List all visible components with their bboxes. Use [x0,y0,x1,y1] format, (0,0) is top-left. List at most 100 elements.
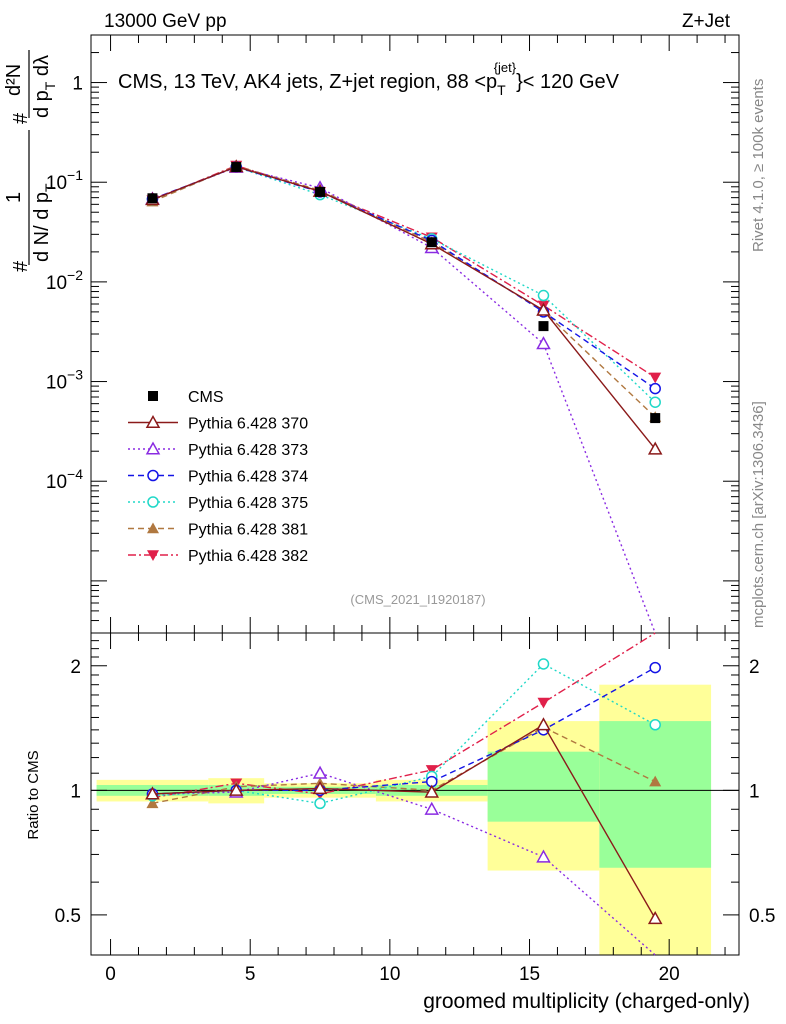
legend-entry-370: Pythia 6.428 370 [128,414,308,433]
legend-entry-374: Pythia 6.428 374 [128,469,308,486]
legend-entry-381: Pythia 6.428 381 [128,522,308,539]
ratio-series-370 [145,717,663,925]
main-y-tick-label-exp: −2 [67,267,83,283]
legend-entry-373: Pythia 6.428 373 [128,441,308,459]
point-373-4 [536,336,551,350]
legend-label-381: Pythia 6.428 381 [188,522,308,539]
legend-label-370: Pythia 6.428 370 [188,416,308,433]
header-left: 13000 GeV pp [104,11,227,32]
main-y-label: # 1 d N/ d pT # d²N d pT dλ [3,50,58,272]
ratio-point-373-4 [536,849,551,863]
ylabel-frac1-den: d N/ d pT [31,183,58,262]
main-y-tick-label-base: 10 [46,273,67,294]
legend-marker-374 [147,469,159,482]
mcplots-label: mcplots.cern.ch [arXiv:1306.3436] [750,401,767,628]
ylabel-frac2-num: d²N [3,64,25,96]
main-y-tick-label-base: 10 [46,472,67,493]
ratio-point-370-2 [312,780,328,795]
ylabel-frac1-den-sub: T [42,183,58,192]
ratio-point-370-3 [424,784,440,798]
band-inner-5 [599,721,712,868]
point-370-4 [536,302,551,316]
legend-label-374: Pythia 6.428 374 [188,469,308,486]
legend-label-cms: CMS [188,389,224,406]
point-cms-4 [538,321,549,332]
legend-marker-381 [147,522,159,534]
ratio-point-381-0 [146,797,159,809]
ylabel-hash2: # [10,112,32,124]
main-y-tick-label-base: 10 [46,173,67,194]
rivet-label: Rivet 4.1.0, ≥ 100k events [750,79,767,252]
ylabel-frac2-den-post: dλ [31,55,53,82]
main-y-tick-label-base: 10 [46,373,67,394]
main-title-sub: T [497,82,506,98]
point-cms-0 [147,193,158,204]
point-cms-3 [426,237,437,248]
point-cms-1 [231,162,242,173]
ratio-line-381 [152,726,656,805]
ratio-point-382-4 [537,697,550,709]
legend: CMS Pythia 6.428 370 Pythia 6.428 373 Pythi… [128,389,308,565]
ratio-y-tick-label-left: 2 [70,657,81,678]
ratio-y-tick-label-left: 0.5 [55,906,81,927]
main-y-tick-label: 10−4 [46,466,83,493]
x-axis-label: groomed multiplicity (charged-only) [423,990,750,1013]
ratio-point-375-5 [649,719,661,731]
analysis-id: (CMS_2021_I1920187) [350,592,485,607]
ratio-point-370-5 [647,910,663,925]
band-inner-4 [487,751,600,822]
x-tick-label: 0 [105,964,116,985]
ratio-point-375-2 [314,797,326,810]
legend-label-373: Pythia 6.428 373 [188,442,308,459]
ratio-point-370-1 [228,782,244,796]
main-y-tick-label: 10−2 [46,267,83,294]
series-382 [146,160,662,384]
main-y-tick-label: 1 [72,74,83,95]
main-title: CMS, 13 TeV, AK4 jets, Z+jet region, 88 … [118,60,620,98]
legend-label-375: Pythia 6.428 375 [188,495,308,512]
ratio-point-373-2 [312,765,328,779]
legend-label-382: Pythia 6.428 382 [188,548,308,565]
ylabel-hash1: # [10,260,32,272]
series-line-381 [152,165,656,418]
series-381 [146,160,662,422]
ratio-uncertainty-bands [96,684,712,955]
ratio-y-tick-label-right: 1 [749,781,760,802]
main-y-tick-label: 10−3 [46,367,83,394]
main-y-tick-label-exp: −4 [67,466,83,482]
x-tick-label: 20 [659,964,680,985]
main-y-tick-label-exp: −3 [67,367,83,383]
ratio-y-label: Ratio to CMS [25,750,42,839]
main-panel-axes: 110−110−210−310−4 [46,34,740,634]
legend-entry-375: Pythia 6.428 375 [128,495,308,512]
ratio-y-tick-label-right: 2 [749,657,760,678]
series-line-370 [152,165,656,450]
x-tick-label: 10 [379,964,400,985]
ylabel-frac1-den-text: d N/ d p [31,192,53,262]
legend-entry-382: Pythia 6.428 382 [128,548,308,565]
point-cms-5 [650,413,661,424]
main-panel-series [145,159,663,634]
point-374-5 [649,382,661,395]
ratio-point-382-3 [425,765,438,776]
ratio-line-374 [152,666,656,795]
point-375-5 [649,396,661,408]
x-tick-label: 5 [245,964,256,985]
main-y-tick-label: 10−1 [46,167,83,194]
legend-marker-382 [147,550,159,561]
point-382-5 [649,372,662,384]
series-line-382 [152,164,656,379]
ratio-y-tick-label-right: 0.5 [749,906,775,927]
ratio-panel-series [145,632,663,956]
series-line-375 [152,166,656,403]
legend-marker-370 [145,414,161,429]
series-line-373 [152,166,656,634]
ylabel-frac1-num: 1 [3,192,25,203]
main-title-pre: CMS, 13 TeV, AK4 jets, Z+jet region, 88 … [118,71,497,93]
main-title-post: }< 120 GeV [516,71,620,93]
main-title-sup: {jet} [494,60,517,75]
legend-marker-cms [148,391,158,401]
main-y-tick-label-exp: −1 [67,167,83,183]
series-cms [147,162,661,424]
